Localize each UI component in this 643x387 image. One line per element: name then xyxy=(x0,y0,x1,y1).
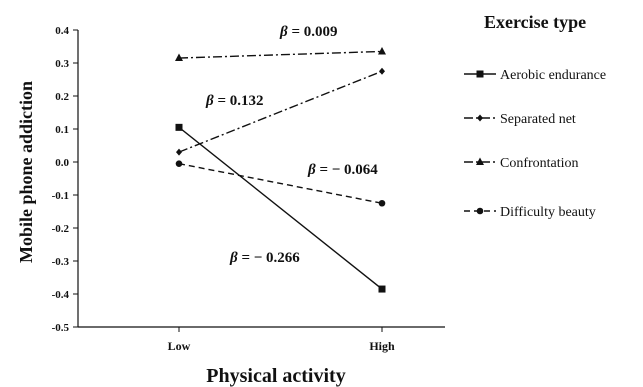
y-axis-label: Mobile phone addiction xyxy=(16,81,36,263)
legend-item-difficulty-beauty: Difficulty beauty xyxy=(464,205,596,220)
y-tick-label: 0.4 xyxy=(55,25,69,37)
legend-marker xyxy=(476,70,484,78)
beta-value: = 0.132 xyxy=(214,93,264,109)
data-point-separated-net xyxy=(176,148,182,156)
y-tick-group: 0.4 0.3 0.2 0.1 0.0 -0.1 -0.2 -0.3 -0.4 -0.5 xyxy=(52,25,78,334)
beta-value: = − 0.064 xyxy=(316,162,379,178)
data-point-confrontation xyxy=(175,53,183,62)
data-point-separated-net xyxy=(379,67,385,75)
beta-annotation: β = − 0.064 xyxy=(307,162,378,178)
data-point-confrontation xyxy=(378,46,386,55)
series-group xyxy=(175,46,386,293)
y-tick-label: -0.4 xyxy=(52,289,70,301)
x-tick-label: High xyxy=(369,339,395,353)
legend-item-separated-net: Separated net xyxy=(464,112,576,127)
legend-title: Exercise type xyxy=(484,12,586,32)
beta-value: = − 0.266 xyxy=(238,250,301,266)
y-tick-label: -0.3 xyxy=(52,256,70,268)
beta-symbol: β xyxy=(279,24,288,40)
series-line-separated-net xyxy=(178,70,383,153)
data-point-aerobic-endurance xyxy=(378,285,386,293)
beta-annotation: β = − 0.266 xyxy=(229,250,300,266)
data-point-aerobic-endurance xyxy=(175,123,183,131)
y-tick-label: -0.1 xyxy=(52,190,69,202)
legend-label: Separated net xyxy=(500,112,576,127)
series-aerobic-endurance xyxy=(175,123,386,293)
legend-marker xyxy=(476,207,484,215)
data-point-difficulty-beauty xyxy=(175,160,183,167)
x-tick-label: Low xyxy=(168,339,191,353)
beta-symbol: β xyxy=(205,93,214,109)
beta-symbol: β xyxy=(307,162,316,178)
y-tick-label: 0.1 xyxy=(55,124,69,136)
x-tick-group: Low High xyxy=(168,327,395,353)
legend-marker xyxy=(477,114,483,122)
y-tick-label: 0.3 xyxy=(55,58,69,70)
legend-item-aerobic-endurance: Aerobic endurance xyxy=(464,68,606,83)
beta-annotation: β = 0.132 xyxy=(205,93,264,109)
beta-annotation: β = 0.009 xyxy=(279,24,338,40)
legend-item-confrontation: Confrontation xyxy=(464,156,579,171)
legend: Aerobic endurance Separated net Confrontat… xyxy=(464,68,606,220)
data-point-difficulty-beauty xyxy=(378,199,386,207)
beta-value: = 0.009 xyxy=(288,24,338,40)
series-line-confrontation xyxy=(178,50,383,59)
y-tick-label: 0.2 xyxy=(55,91,69,103)
series-line-difficulty-beauty xyxy=(178,162,383,204)
series-line-aerobic-endurance xyxy=(178,126,383,290)
legend-marker xyxy=(476,157,484,165)
series-difficulty-beauty xyxy=(175,160,386,207)
series-separated-net xyxy=(176,67,385,156)
series-confrontation xyxy=(175,46,386,62)
y-tick-label: 0.0 xyxy=(55,157,69,169)
x-axis-label: Physical activity xyxy=(206,365,345,387)
legend-label: Difficulty beauty xyxy=(500,205,596,220)
legend-label: Aerobic endurance xyxy=(500,68,606,83)
beta-symbol: β xyxy=(229,250,238,266)
legend-label: Confrontation xyxy=(500,156,579,171)
y-tick-label: -0.5 xyxy=(52,322,70,334)
y-tick-label: -0.2 xyxy=(52,223,70,235)
